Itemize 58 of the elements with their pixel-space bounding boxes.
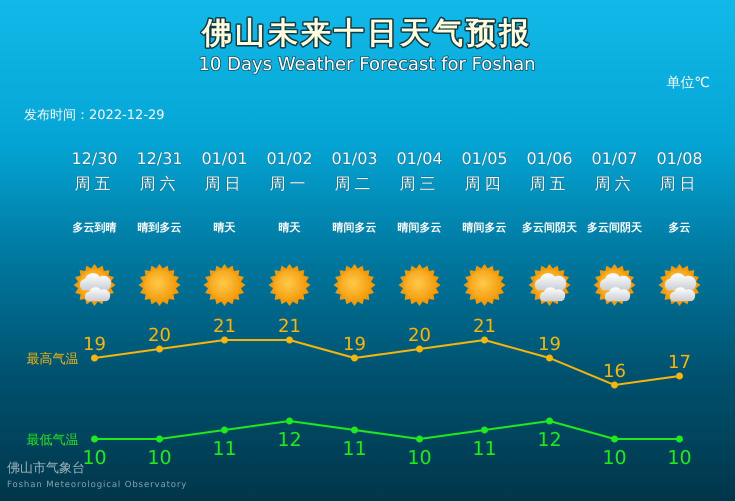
data-label: 12 — [277, 429, 302, 451]
data-label: 10 — [602, 447, 627, 469]
data-label: 12 — [537, 429, 562, 451]
chart-subtitle: 10 Days Weather Forecast for Foshan — [198, 54, 536, 75]
text: 多云到晴 — [72, 221, 116, 234]
data-label: 20 — [148, 325, 171, 346]
data-label: 10 — [147, 447, 172, 469]
data-label: 10 — [407, 447, 432, 469]
chart-title: 佛山未来十日天气预报 — [201, 16, 532, 51]
x-tick-label: 01/08 周日 — [656, 149, 703, 193]
point — [676, 372, 683, 380]
data-label: 11 — [472, 438, 497, 460]
series-label: 最低气温 — [26, 433, 78, 448]
point — [611, 382, 618, 388]
data-label: 21 — [473, 316, 496, 337]
x-tick-label: 01/05 周四 — [461, 149, 508, 193]
data-label: 19 — [538, 334, 561, 355]
point — [156, 346, 163, 352]
text: 晴间多云 — [398, 221, 442, 234]
point — [221, 336, 228, 344]
data-label: 21 — [213, 316, 236, 337]
x-tick-label: 01/03 周二 — [331, 149, 378, 193]
point — [286, 336, 293, 344]
data-label: 20 — [408, 325, 431, 346]
data-label: 21 — [278, 316, 301, 337]
x-tick-label: 01/04 周三 — [396, 149, 443, 193]
point — [91, 354, 98, 362]
x-tick-label: 12/31 周六 — [136, 149, 183, 193]
x-tick-label: 12/30 周五 — [71, 149, 118, 193]
text: 单位℃ — [666, 75, 710, 91]
x-tick-label: 01/02 周一 — [266, 149, 313, 193]
text: 晴天 — [278, 221, 302, 234]
point — [481, 336, 488, 344]
data-label: 19 — [343, 334, 366, 355]
x-tick-label: 01/06 周五 — [526, 149, 573, 193]
data-label: 16 — [603, 361, 626, 382]
text: 晴天 — [214, 221, 236, 234]
data-label: 10 — [82, 447, 107, 469]
data-label: 19 — [83, 334, 106, 355]
text: 多云间阴天 — [587, 221, 643, 234]
text: 发布时间：2022-12-29 — [24, 108, 165, 123]
data-label: 17 — [668, 352, 691, 373]
text: 多云 — [668, 221, 690, 234]
data-label: 11 — [342, 438, 367, 460]
text: 佛山市气象台 — [7, 461, 85, 476]
point — [546, 354, 553, 362]
text: 多云间阴天 — [522, 221, 578, 234]
x-tick-label: 01/07 周六 — [591, 149, 638, 193]
data-label: 11 — [212, 438, 237, 460]
text: 晴间多云 — [462, 221, 506, 234]
text: 晴间多云 — [332, 221, 376, 234]
series-label: 最高气温 — [26, 351, 78, 367]
x-tick-label: 01/01 周日 — [201, 149, 248, 193]
text: 晴到多云 — [138, 221, 182, 234]
point — [416, 346, 423, 352]
point — [351, 354, 358, 362]
data-label: 10 — [667, 447, 692, 469]
text: Foshan Meteorological Observatory — [7, 480, 188, 490]
